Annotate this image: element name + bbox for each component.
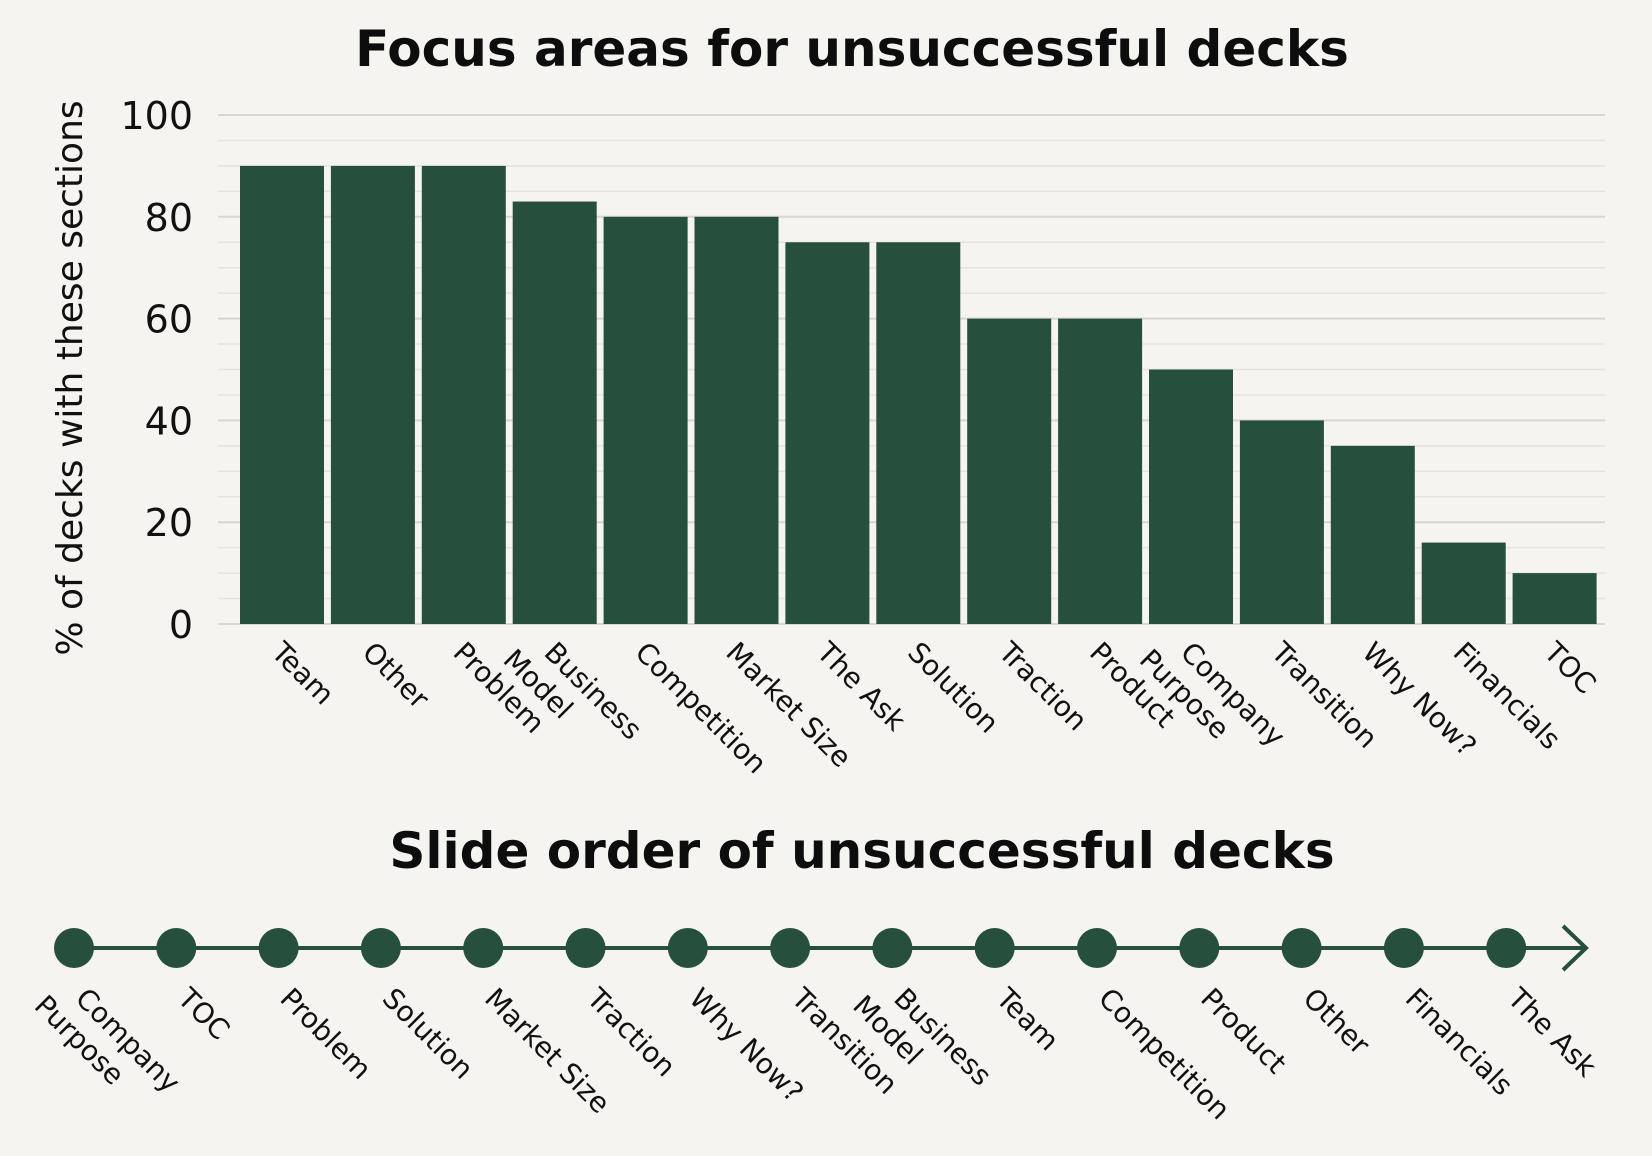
- y-tick-label: 60: [145, 298, 193, 342]
- y-ticks: 0 20 40 60 80 100: [120, 94, 193, 647]
- timeline-dot: [1077, 928, 1117, 968]
- y-axis-label: % of decks with these sections: [50, 100, 91, 655]
- timeline-dot: [974, 928, 1015, 968]
- timeline-arrowhead: [1561, 924, 1589, 972]
- timeline-dot: [667, 928, 708, 968]
- timeline-step-label: Solution: [376, 982, 480, 1086]
- timeline-step-label: CompanyPurpose: [28, 965, 187, 1124]
- x-tick-label: Solution: [901, 636, 1005, 740]
- bar: [876, 242, 961, 624]
- bar: [240, 165, 324, 624]
- bar: [1149, 369, 1233, 624]
- bar-chart: Focus areas for unsuccessful decks % of …: [50, 20, 1605, 780]
- timeline-dot: [156, 928, 197, 968]
- bar-chart-title: Focus areas for unsuccessful decks: [355, 20, 1349, 78]
- timeline-dot: [1281, 928, 1322, 968]
- timeline-dot: [565, 928, 606, 968]
- timeline-step-label: Team: [989, 981, 1065, 1057]
- timeline-dot: [1179, 928, 1220, 968]
- timeline-step-label: The Ask: [1501, 981, 1604, 1084]
- y-tick-label: 100: [120, 94, 193, 138]
- timeline-title: Slide order of unsuccessful decks: [389, 822, 1334, 880]
- bar: [694, 216, 779, 625]
- timeline-step-label: Financials: [1399, 982, 1519, 1102]
- y-tick-label: 40: [145, 399, 193, 443]
- bar: [330, 165, 415, 624]
- timeline-dot: [258, 928, 299, 968]
- bars: [240, 165, 1597, 625]
- timeline-dot: [54, 928, 94, 968]
- bar: [1421, 542, 1506, 624]
- y-tick-label: 0: [169, 603, 193, 647]
- timeline-step-label: Problem: [274, 982, 378, 1086]
- timeline-dot: [1383, 928, 1424, 968]
- timeline-dot: [463, 928, 504, 968]
- x-tick-label: Team: [264, 635, 340, 711]
- timeline-dot: [770, 928, 811, 968]
- bar: [1512, 573, 1597, 624]
- timeline-dot: [872, 928, 913, 968]
- bar: [1239, 420, 1324, 624]
- timeline-dot: [360, 928, 401, 968]
- bar: [603, 216, 688, 625]
- timeline-step-label: BusinessModel: [846, 965, 998, 1117]
- bar: [785, 242, 870, 624]
- y-tick-label: 20: [145, 501, 193, 545]
- y-tick-label: 80: [145, 196, 193, 240]
- timeline-step-label: TOC: [171, 981, 237, 1047]
- x-tick-label: TOC: [1537, 635, 1603, 701]
- x-tick-label: Other: [356, 636, 436, 716]
- timeline-axis: [74, 924, 1589, 972]
- bar: [512, 201, 597, 624]
- bar: [1058, 318, 1143, 624]
- timeline-chart: Slide order of unsuccessful decks Compan…: [28, 822, 1604, 1126]
- bar: [421, 165, 506, 624]
- timeline-step-label: Other: [1297, 982, 1377, 1062]
- timeline-dots: [54, 928, 1527, 968]
- x-tick-label: Traction: [992, 635, 1094, 737]
- timeline-dot: [1486, 928, 1527, 968]
- timeline-step-label: Traction: [580, 981, 682, 1083]
- bar: [1330, 445, 1415, 624]
- bar: [967, 318, 1052, 624]
- timeline-step-label: Product: [1194, 982, 1293, 1081]
